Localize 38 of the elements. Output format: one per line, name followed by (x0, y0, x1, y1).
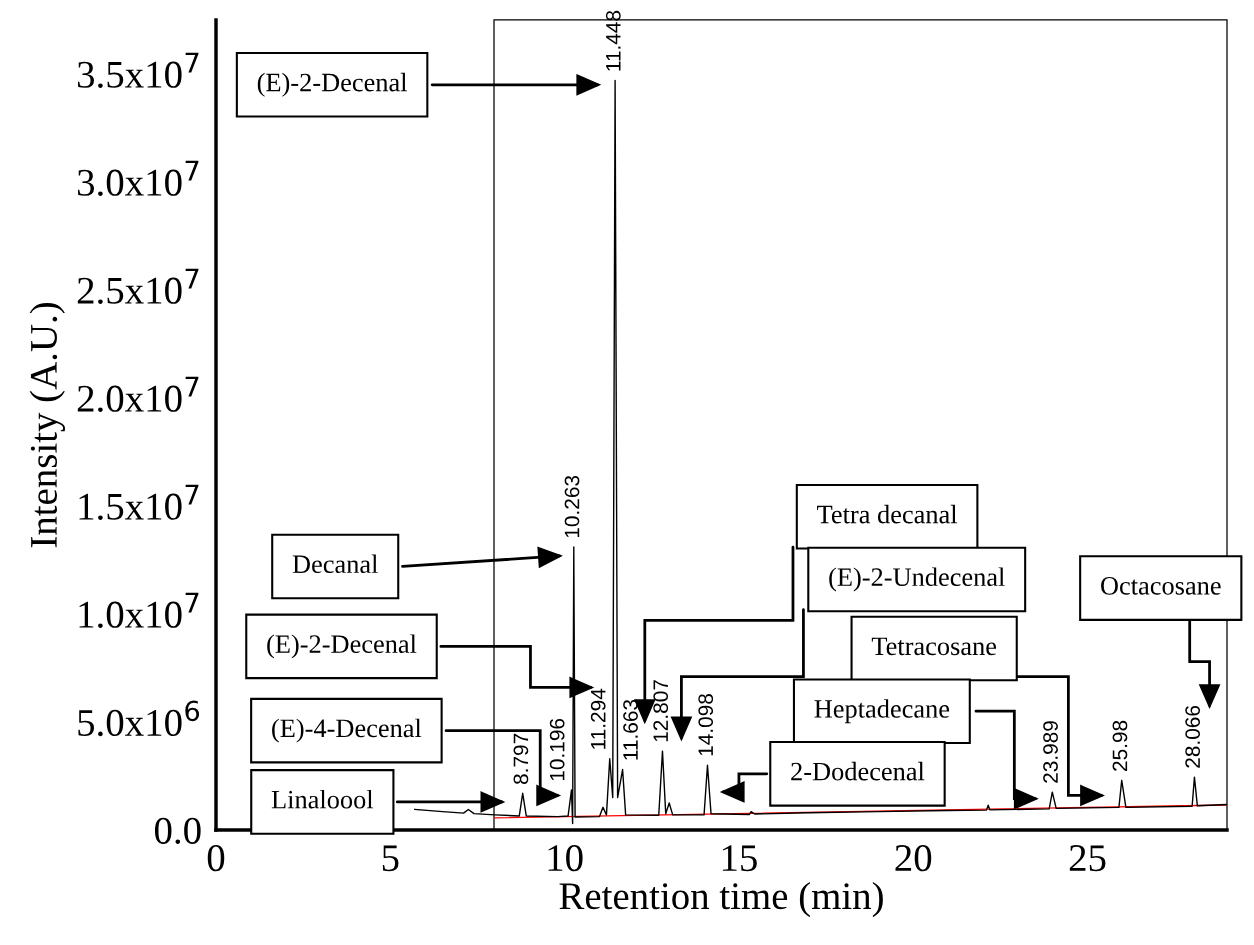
annotation: Tetracosane (871, 637, 997, 656)
x-tick-label: 25 (1069, 845, 1106, 872)
annotation: 10.263 (564, 475, 580, 538)
annotation: Tetra decanal (817, 504, 958, 524)
x-tick-label: 10 (548, 845, 583, 872)
x-tick-label: 0 (207, 845, 225, 872)
x-tick-label: 5 (382, 845, 399, 872)
annotation: 8.797 (513, 733, 529, 785)
annotation: Decanal (292, 554, 378, 574)
x-axis-title: Retention time (min) (559, 881, 883, 918)
annotation: 11.448 (605, 10, 621, 71)
y-tick-label: 5.0x10$^{6}$ (78, 700, 200, 737)
annotation: Heptadecane (814, 699, 950, 724)
annotation: Linaloool (271, 789, 374, 809)
annotation: 12.807 (653, 680, 669, 742)
y-axis-title: Intensity (A.U.) (29, 303, 65, 548)
annotation: 23.989 (1043, 721, 1058, 783)
x-tick-label: 15 (722, 845, 757, 872)
annotation: 10.196 (549, 718, 565, 781)
y-tick-label: 2.0x10$^{7}$ (77, 376, 199, 413)
y-tick-label: 1.5x10$^{7}$ (79, 484, 199, 521)
y-tick-label: 0.0 (154, 817, 201, 845)
y-tick-label: 3.0x10$^{7}$ (77, 160, 199, 197)
annotation: 28.066 (1185, 705, 1201, 768)
annotation: (E)-4-Decenal (272, 718, 422, 743)
annotation: (E)-2-Decenal (257, 72, 408, 97)
annotation: 11.663 (623, 699, 638, 760)
annotation: Octacosane (1101, 576, 1221, 595)
y-tick-label: 1.0x10$^{7}$ (79, 592, 199, 629)
annotation: 2-Dodecenal (791, 761, 925, 781)
x-tick-label: 20 (895, 845, 932, 872)
annotation: 11.294 (590, 688, 606, 749)
annotation: 14.098 (698, 694, 714, 756)
annotation: 25.98 (1112, 720, 1128, 771)
annotation: (E)-2-Undecenal (829, 567, 1005, 592)
y-tick-label: 2.5x10$^{7}$ (77, 268, 199, 305)
y-tick-label: 3.5x10$^{7}$ (77, 52, 199, 89)
annotation: (E)-2-Decenal (267, 634, 417, 659)
